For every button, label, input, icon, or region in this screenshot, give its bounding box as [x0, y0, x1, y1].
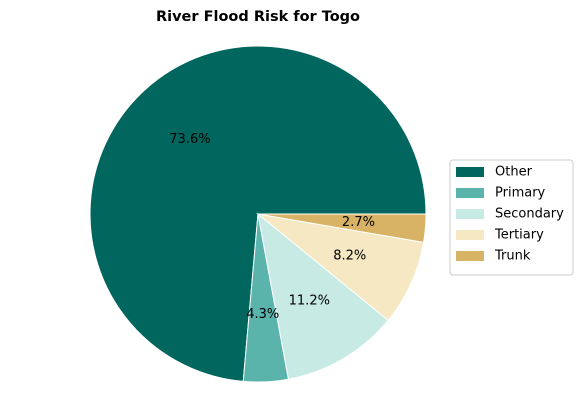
pie-wedge	[257, 212, 389, 380]
legend-label: Tertiary	[494, 228, 544, 243]
legend: Other Primary Secondary Tertiary Trunk	[449, 159, 574, 276]
value-label: 73.6%	[169, 132, 210, 147]
legend-label: Trunk	[494, 249, 531, 264]
value-label: 4.3%	[246, 307, 279, 322]
legend-label: Secondary	[495, 207, 564, 222]
value-label: 8.2%	[333, 248, 366, 263]
pie-wedge	[256, 213, 425, 321]
value-label: 2.7%	[342, 215, 375, 230]
legend-swatch	[456, 230, 484, 240]
legend-swatch	[456, 188, 484, 198]
legend-swatch	[456, 167, 484, 177]
pie-wedge	[257, 213, 427, 243]
value-label: 11.2%	[289, 293, 330, 308]
legend-label: Other	[495, 165, 533, 180]
legend-swatch	[456, 251, 484, 261]
legend-label: Primary	[495, 186, 546, 201]
chart-title: River Flood Risk for Togo	[156, 9, 360, 25]
legend-swatch	[456, 209, 484, 219]
